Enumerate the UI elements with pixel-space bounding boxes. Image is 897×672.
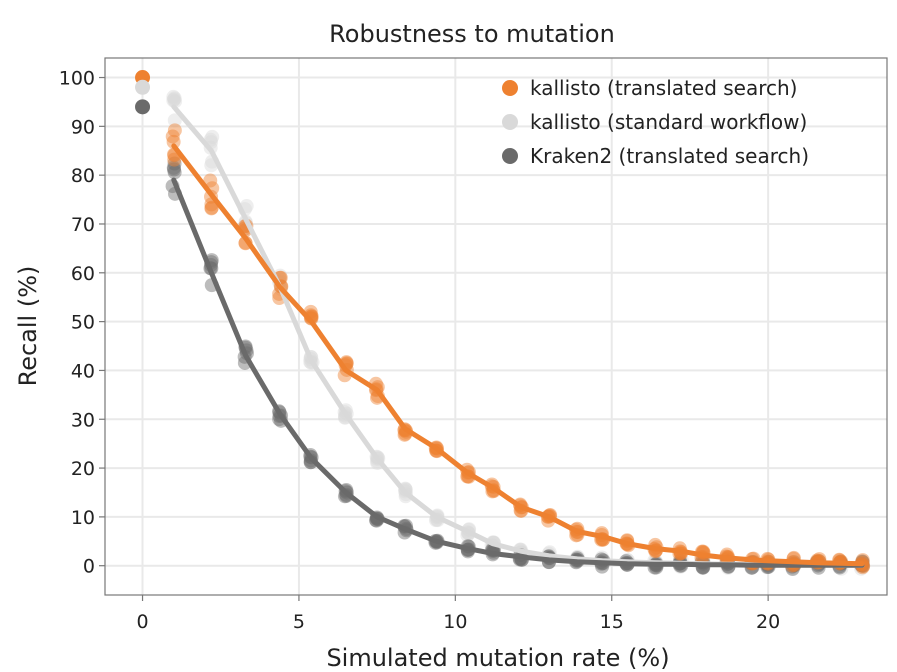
- legend-label: kallisto (translated search): [530, 76, 797, 100]
- y-tick-label: 40: [71, 360, 95, 382]
- data-point: [167, 91, 182, 106]
- legend-label: kallisto (standard workflow): [530, 110, 807, 134]
- y-axis-ticks: 0 10 20 30 40 50 60 70 80 90 100: [59, 68, 105, 578]
- y-tick-label: 0: [83, 556, 95, 578]
- data-point: [204, 200, 219, 215]
- x-tick-label: 0: [136, 611, 148, 633]
- gridlines: [105, 58, 887, 595]
- data-point: [203, 173, 218, 188]
- y-tick-label: 60: [71, 263, 95, 285]
- data-point: [167, 162, 182, 177]
- y-tick-label: 80: [71, 165, 95, 187]
- data-point: [167, 123, 182, 138]
- data-point: [167, 156, 182, 171]
- fit-line-2: [171, 177, 865, 568]
- data-point: [166, 93, 181, 108]
- data-point: [166, 134, 181, 149]
- data-point: [166, 160, 181, 175]
- data-point: [167, 165, 182, 180]
- zero-rate-points: [135, 70, 151, 115]
- data-point: [168, 94, 183, 109]
- fit-curves: [171, 104, 865, 568]
- legend-marker: [502, 80, 518, 96]
- x-tick-label: 20: [756, 611, 780, 633]
- x-axis-ticks: 0 5 10 15 20: [136, 595, 780, 633]
- data-point: [165, 129, 180, 144]
- y-tick-label: 20: [71, 458, 95, 480]
- zero-rate-point-2: [135, 99, 151, 115]
- y-tick-label: 70: [71, 214, 95, 236]
- x-tick-label: 5: [293, 611, 305, 633]
- data-point: [167, 113, 182, 128]
- data-point: [167, 92, 182, 107]
- zero-rate-point-1: [135, 79, 151, 95]
- x-axis-label: Simulated mutation rate (%): [326, 644, 669, 672]
- y-tick-label: 30: [71, 409, 95, 431]
- plot-frame: [104, 57, 888, 596]
- y-tick-label: 50: [71, 312, 95, 334]
- legend-label: Kraken2 (translated search): [530, 144, 809, 168]
- data-point: [205, 129, 220, 144]
- y-tick-label: 10: [71, 507, 95, 529]
- chart-title: Robustness to mutation: [329, 20, 615, 48]
- y-tick-label: 100: [59, 68, 95, 90]
- legend: kallisto (translated search) kallisto (st…: [502, 76, 809, 168]
- y-axis-label: Recall (%): [14, 266, 42, 387]
- data-point: [167, 152, 182, 167]
- y-tick-label: 90: [71, 116, 95, 138]
- x-tick-label: 10: [443, 611, 467, 633]
- legend-marker: [502, 148, 518, 164]
- data-point: [166, 89, 181, 104]
- legend-marker: [502, 114, 518, 130]
- data-point: [204, 201, 219, 216]
- fit-line-0: [171, 143, 865, 567]
- x-tick-label: 15: [600, 611, 624, 633]
